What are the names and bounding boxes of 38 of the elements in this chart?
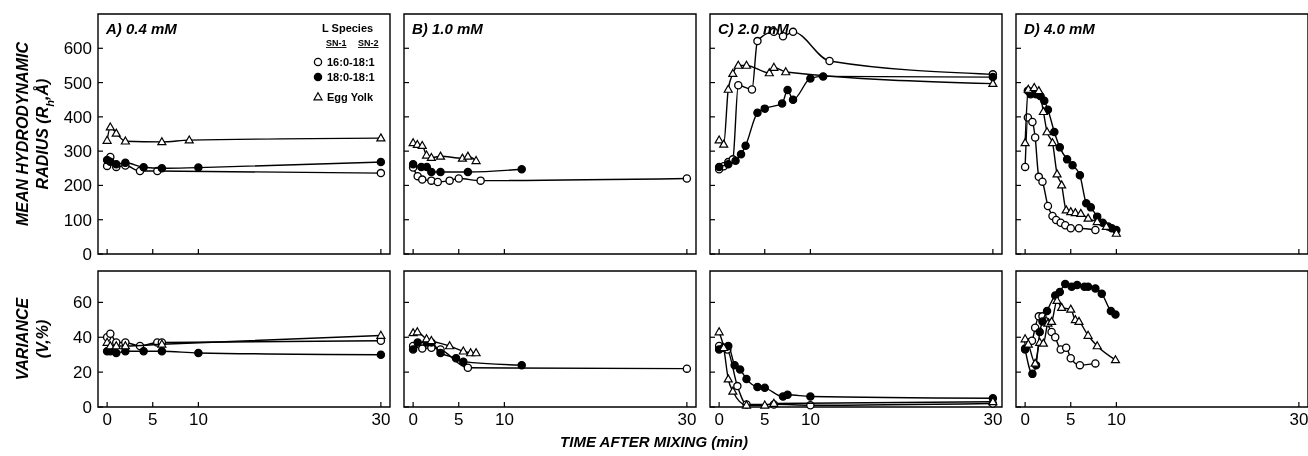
y-tick-label: 400 (63, 107, 92, 127)
chart-title: D) 4.0 mM (1024, 20, 1096, 37)
x-tick-label: 0 (408, 410, 418, 429)
x-tick-label: 0 (714, 410, 724, 429)
legend-title: L Species (322, 22, 374, 34)
x-tick-label: 5 (454, 410, 464, 429)
x-tick-label: 10 (1106, 410, 1126, 429)
x-tick-label: 30 (983, 410, 1003, 429)
chart-title: A) 0.4 mM (105, 20, 178, 37)
y-tick-label: 200 (63, 176, 92, 196)
y-tick-label: 500 (63, 73, 92, 93)
legend-label: 16:0-18:1 (327, 56, 375, 68)
chart-title: B) 1.0 mM (412, 20, 484, 37)
y-tick-label: 60 (73, 293, 92, 313)
y-tick-label: 20 (73, 363, 92, 383)
legend-label: 18:0-18:1 (327, 71, 375, 83)
x-tick-label: 0 (1020, 410, 1030, 429)
y-tick-label: 100 (63, 210, 92, 230)
x-tick-label: 5 (1066, 410, 1076, 429)
x-tick-label: 30 (371, 410, 391, 429)
x-tick-label: 30 (1289, 410, 1308, 429)
legend-label: Egg Yolk (327, 91, 374, 103)
x-tick-label: 5 (148, 410, 158, 429)
y-tick-label: 40 (73, 328, 92, 348)
x-tick-label: 10 (800, 410, 820, 429)
y-axis-title: VARIANCE (V,%) (14, 296, 51, 381)
y-tick-label: 600 (63, 39, 92, 59)
x-axis-title: TIME AFTER MIXING (min) (560, 433, 748, 450)
x-tick-label: 10 (494, 410, 514, 429)
x-tick-label: 30 (677, 410, 697, 429)
x-tick-label: 10 (188, 410, 208, 429)
x-tick-label: 5 (760, 410, 770, 429)
y-tick-label: 300 (63, 142, 92, 162)
annotation: SN-1 (326, 38, 347, 48)
x-tick-label: 0 (102, 410, 112, 429)
annotation: SN-2 (358, 38, 379, 48)
chart-title: C) 2.0 mM (718, 20, 790, 37)
y-tick-label: 0 (82, 244, 92, 264)
